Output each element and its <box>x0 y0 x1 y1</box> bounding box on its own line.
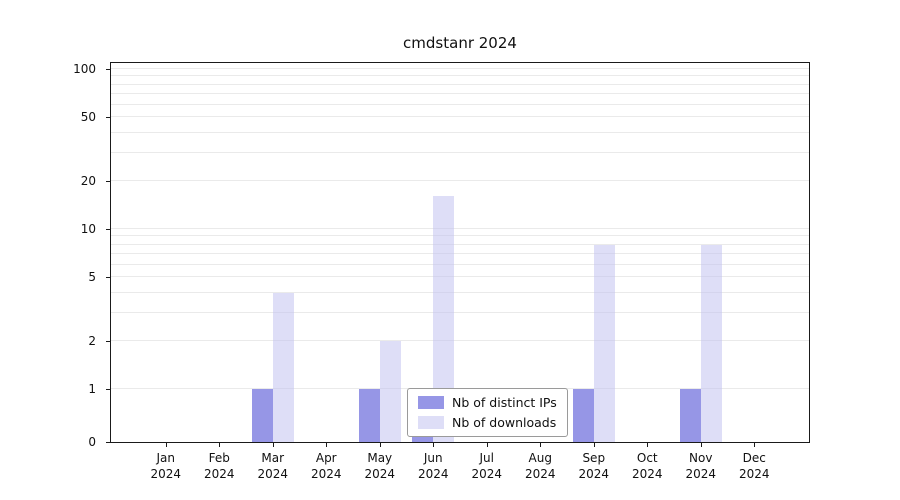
x-tick-label: Jul 2024 <box>471 451 503 481</box>
x-tick-mark <box>700 443 702 447</box>
y-tick-label: 2 <box>88 333 96 348</box>
x-tick-mark <box>593 443 595 447</box>
y-tick-mark <box>106 117 110 119</box>
x-tick-label: Dec 2024 <box>738 451 770 481</box>
x-tick-label: Jan 2024 <box>150 451 182 481</box>
gridline <box>111 263 809 265</box>
gridline <box>111 151 809 153</box>
bar-downloads <box>700 244 722 442</box>
gridline <box>111 68 809 69</box>
bar-distinct-ips <box>679 389 701 442</box>
y-tick-label: 10 <box>80 222 96 236</box>
gridline <box>111 103 809 105</box>
gridline <box>111 339 809 341</box>
gridline <box>111 116 809 118</box>
y-tick-label: 50 <box>80 110 96 125</box>
bar-downloads <box>593 244 615 442</box>
y-tick-label: 20 <box>80 173 96 188</box>
gridline <box>111 92 809 94</box>
y-tick-label: 5 <box>88 270 96 285</box>
y-tick-mark <box>106 442 110 443</box>
x-tick-mark <box>754 443 756 447</box>
x-tick-mark <box>326 443 328 447</box>
y-tick-label: 1 <box>88 382 96 396</box>
x-tick-mark <box>379 443 381 447</box>
x-tick-label: Mar 2024 <box>257 451 289 481</box>
gridline <box>111 83 809 85</box>
x-tick-mark <box>433 443 435 447</box>
x-tick-label: Aug 2024 <box>524 451 556 481</box>
legend-label-distinct-ips: Nb of distinct IPs <box>452 395 557 410</box>
x-tick-mark <box>486 443 488 447</box>
chart-title: cmdstanr 2024 <box>403 34 517 52</box>
x-tick-mark <box>272 443 274 447</box>
x-tick-label: Jun 2024 <box>417 451 449 481</box>
gridline <box>111 179 809 181</box>
x-tick-mark <box>219 443 221 447</box>
gridline <box>111 252 809 254</box>
y-tick-label: 100 <box>73 62 96 76</box>
bar-downloads <box>379 340 401 442</box>
bar-distinct-ips <box>358 389 380 442</box>
x-tick-label: Nov 2024 <box>685 451 717 481</box>
x-tick-mark <box>647 443 649 447</box>
x-tick-mark <box>540 443 542 447</box>
y-tick-mark <box>106 340 110 342</box>
bar-distinct-ips <box>251 389 273 442</box>
x-tick-label: Oct 2024 <box>631 451 663 481</box>
bar-downloads <box>272 292 294 442</box>
y-tick-mark <box>106 69 110 70</box>
gridline <box>111 75 809 77</box>
legend-item-distinct-ips: Nb of distinct IPs <box>418 395 557 410</box>
y-tick-mark <box>106 277 110 279</box>
legend-swatch-distinct-ips <box>418 396 444 409</box>
legend-label-downloads: Nb of downloads <box>452 415 557 430</box>
x-tick-label: Sep 2024 <box>578 451 610 481</box>
x-tick-mark <box>165 443 167 447</box>
gridline <box>111 291 809 293</box>
gridline <box>111 131 809 133</box>
y-tick-mark <box>106 229 110 230</box>
gridline <box>111 276 809 278</box>
bar-distinct-ips <box>572 389 594 442</box>
gridline <box>111 311 809 313</box>
x-tick-label: Apr 2024 <box>310 451 342 481</box>
legend-item-downloads: Nb of downloads <box>418 415 557 430</box>
plot-area: Nb of distinct IPs Nb of downloads <box>110 62 810 443</box>
x-tick-label: May 2024 <box>364 451 396 481</box>
y-tick-label: 0 <box>88 435 96 449</box>
y-tick-mark <box>106 389 110 390</box>
y-tick-mark <box>106 180 110 182</box>
gridline <box>111 235 809 237</box>
gridline <box>111 228 809 229</box>
gridline <box>111 243 809 245</box>
x-tick-label: Feb 2024 <box>203 451 235 481</box>
legend: Nb of distinct IPs Nb of downloads <box>407 388 568 437</box>
bar-downloads <box>433 196 455 442</box>
legend-swatch-downloads <box>418 416 444 429</box>
